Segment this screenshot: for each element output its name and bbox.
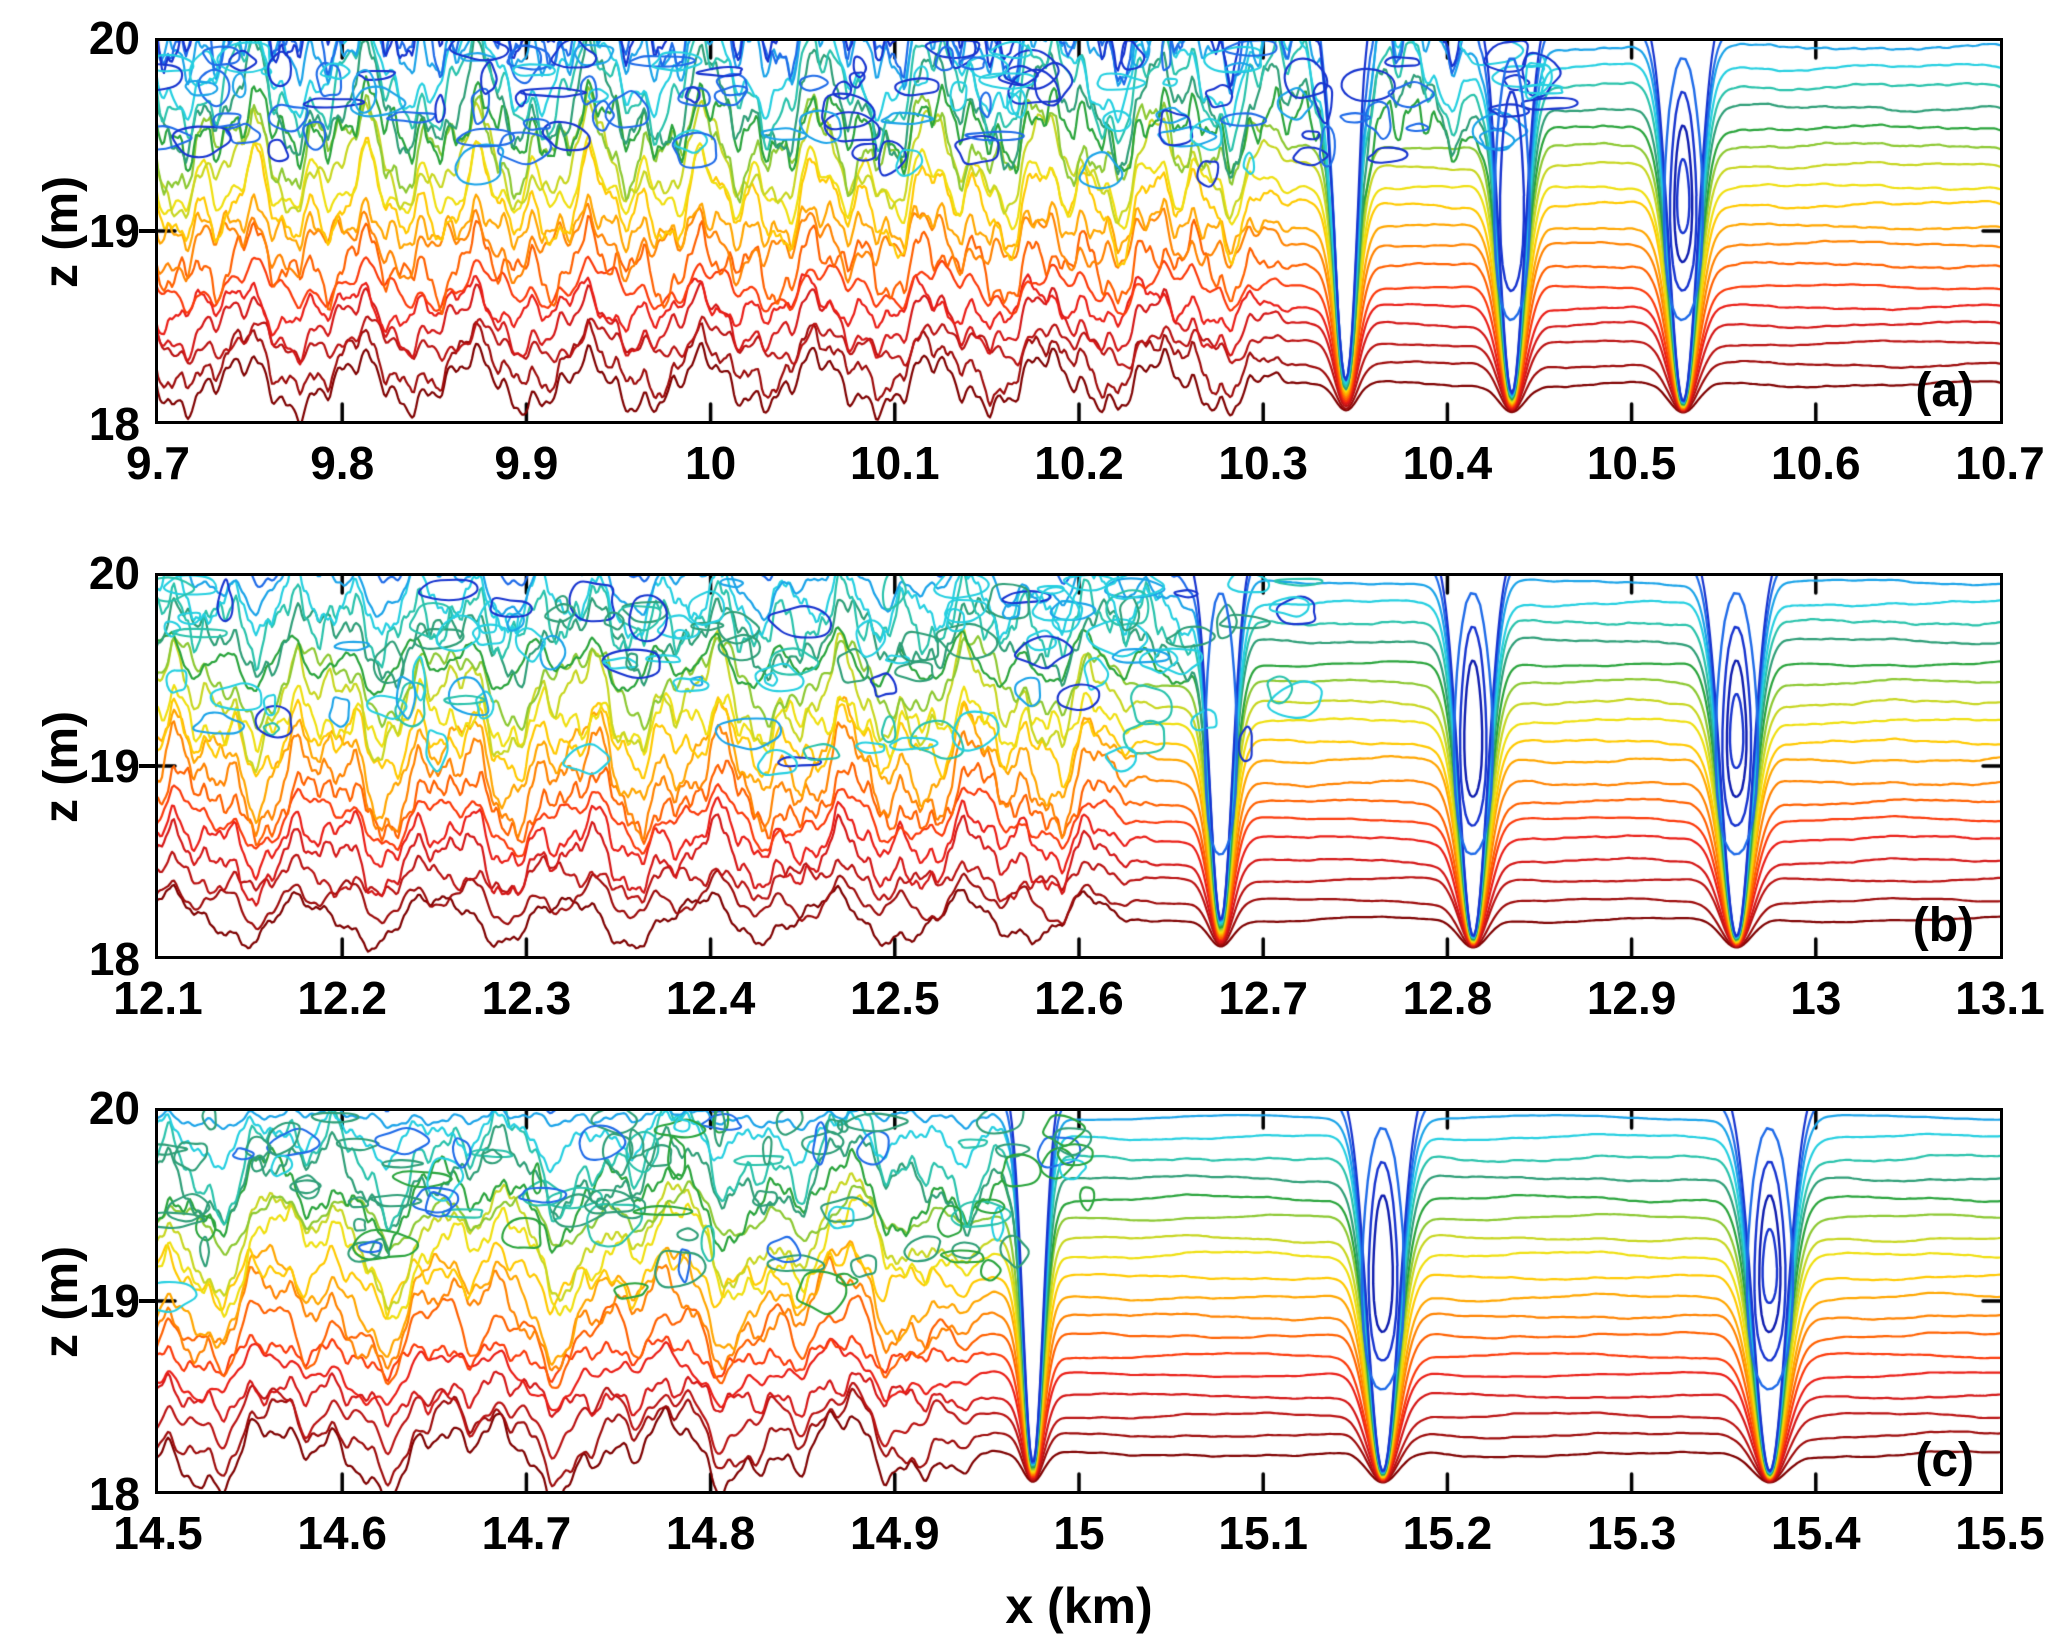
x-tick-label: 10.7 [1955,437,2045,489]
y-tick-mark [139,764,157,768]
x-tick-label: 10.5 [1586,437,1677,489]
y-tick-label: 19 [88,205,140,257]
x-tick-label: 14.5 [113,1507,203,1559]
y-tick-label: 20 [88,547,140,599]
x-tick-label: 12.5 [850,972,940,1024]
x-tick-label: 13.1 [1955,972,2045,1024]
y-tick-label: 19 [88,740,140,792]
y-tick-mark [139,229,157,233]
y-tick-label: 18 [88,1468,140,1520]
x-tick-label: 9.8 [310,437,375,489]
x-tick-label: 15.4 [1771,1507,1861,1559]
x-tick-label: 10.2 [1034,437,1124,489]
x-tick-label: 10.1 [850,437,940,489]
x-tick-label: 12.6 [1034,972,1124,1024]
plot-area-c: (c) [155,1108,2003,1494]
x-tick-label: 15 [1053,1507,1105,1559]
panel-letter-b: (b) [1912,899,1974,952]
x-tick-label: 10.6 [1771,437,1861,489]
x-tick-label: 15.5 [1955,1507,2045,1559]
x-tick-label: 9.9 [494,437,559,489]
x-tick-label: 15.3 [1586,1507,1677,1559]
plot-area-b: (b) [155,573,2003,959]
x-tick-label: 15.2 [1402,1507,1493,1559]
x-tick-label: 10.4 [1402,437,1493,489]
x-tick-label: 12.8 [1402,972,1493,1024]
x-tick-label: 12.4 [665,972,756,1024]
x-tick-label: 10 [685,437,737,489]
x-tick-label: 12.9 [1586,972,1677,1024]
y-tick-label: 20 [88,12,140,64]
contour-canvas-1 [158,576,2000,956]
y-tick-label: 19 [88,1275,140,1327]
y-tick-label: 20 [88,1082,140,1134]
x-tick-label: 14.6 [297,1507,387,1559]
x-tick-label: 12.3 [481,972,572,1024]
x-axis-label: x (km) [1005,1578,1153,1634]
x-tick-label: 14.8 [665,1507,756,1559]
contour-canvas-0 [158,41,2000,421]
x-tick-label: 12.1 [113,972,203,1024]
panel-letter-c: (c) [1915,1434,1974,1487]
x-tick-label: 14.9 [850,1507,940,1559]
plot-area-a: (a) [155,38,2003,424]
x-tick-label: 12.7 [1218,972,1308,1024]
panel-letter-a: (a) [1915,364,1974,417]
x-tick-label: 10.3 [1218,437,1308,489]
x-tick-label: 9.7 [126,437,190,489]
contour-canvas-2 [158,1111,2000,1491]
x-tick-label: 15.1 [1218,1507,1308,1559]
x-tick-label: 14.7 [481,1507,572,1559]
x-tick-label: 12.2 [297,972,387,1024]
y-tick-label: 18 [88,933,140,985]
x-tick-label: 13 [1790,972,1842,1024]
y-tick-label: 18 [88,398,140,450]
y-tick-mark [139,1299,157,1303]
